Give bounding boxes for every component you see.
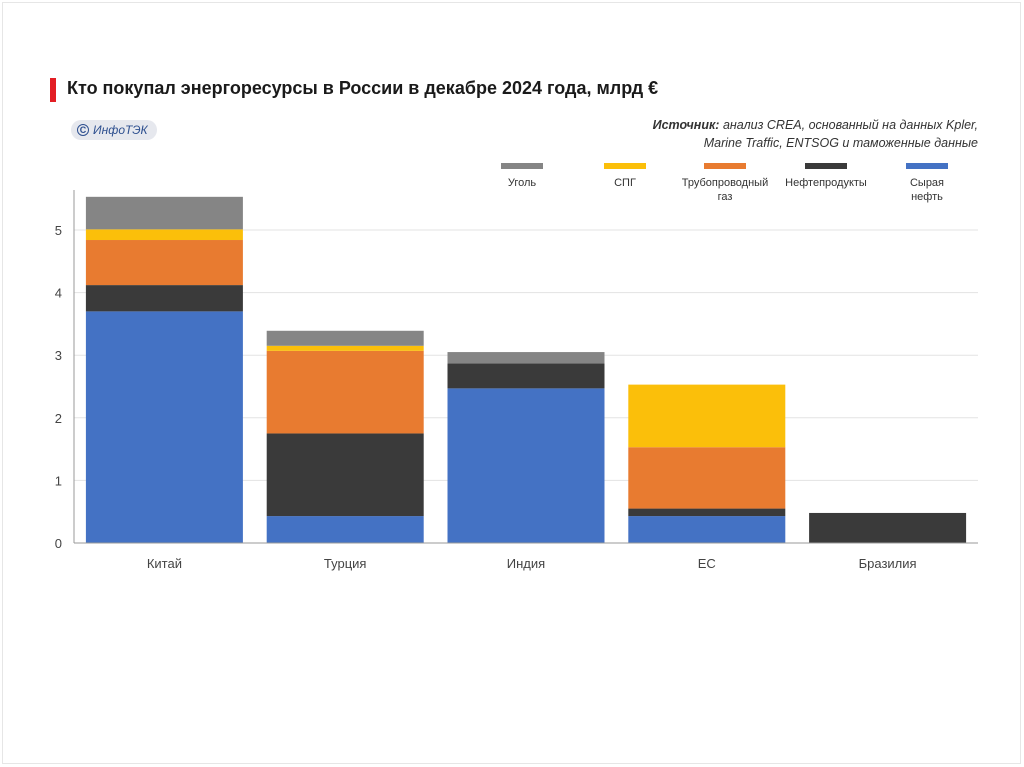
legend-label: Нефтепродукты bbox=[785, 177, 867, 189]
x-tick-label: Турция bbox=[324, 556, 367, 571]
y-tick-label: 4 bbox=[55, 286, 62, 301]
legend-swatch bbox=[704, 163, 746, 169]
bar-segment bbox=[85, 285, 243, 312]
bar-segment bbox=[85, 311, 243, 543]
source-label: Источник: bbox=[652, 118, 720, 132]
legend-label: газ bbox=[718, 191, 733, 203]
bar-segment bbox=[628, 384, 786, 448]
bar-segment bbox=[628, 447, 786, 509]
bar-segment bbox=[447, 388, 605, 543]
bar-segment bbox=[266, 345, 424, 351]
y-tick-label: 1 bbox=[55, 473, 62, 488]
bar-segment bbox=[447, 352, 605, 364]
legend-swatch bbox=[501, 163, 543, 169]
legend-label: Трубопроводный bbox=[682, 177, 768, 189]
y-tick-label: 5 bbox=[55, 223, 62, 238]
bar-segment bbox=[266, 330, 424, 346]
source-line-2: Marine Traffic, ENTSOG и таможенные данн… bbox=[703, 136, 978, 150]
x-tick-label: ЕС bbox=[698, 556, 716, 571]
bar-segment bbox=[266, 516, 424, 543]
legend-swatch bbox=[604, 163, 646, 169]
y-tick-label: 0 bbox=[55, 536, 62, 551]
badge-label: ИнфоТЭК bbox=[93, 123, 148, 137]
source-note: Источник: анализ CREA, основанный на дан… bbox=[558, 116, 978, 152]
y-tick-label: 3 bbox=[55, 348, 62, 363]
bar-segment bbox=[85, 229, 243, 241]
source-line-1: анализ CREA, основанный на данных Kpler, bbox=[722, 118, 978, 132]
bar-segment bbox=[628, 516, 786, 543]
x-tick-label: Индия bbox=[507, 556, 545, 571]
legend-swatch bbox=[906, 163, 948, 169]
x-tick-label: Бразилия bbox=[859, 556, 917, 571]
infotek-badge: C ИнфоТЭК bbox=[71, 120, 157, 140]
legend-label: Сырая bbox=[910, 177, 944, 189]
bar-segment bbox=[809, 512, 967, 543]
legend-label: СПГ bbox=[614, 177, 636, 189]
legend-label: нефть bbox=[911, 191, 943, 203]
bar-segment bbox=[85, 196, 243, 230]
x-tick-label: Китай bbox=[147, 556, 182, 571]
bar-segment bbox=[266, 433, 424, 517]
copyright-icon: C bbox=[77, 124, 89, 136]
bar-segment bbox=[266, 350, 424, 434]
y-tick-label: 2 bbox=[55, 411, 62, 426]
chart-title: Кто покупал энергоресурсы в России в дек… bbox=[67, 78, 659, 98]
legend-label: Уголь bbox=[508, 177, 537, 189]
bar-segment bbox=[628, 508, 786, 517]
legend-swatch bbox=[805, 163, 847, 169]
bar-segment bbox=[447, 363, 605, 389]
title-accent-bar bbox=[50, 78, 56, 102]
bar-segment bbox=[85, 240, 243, 286]
